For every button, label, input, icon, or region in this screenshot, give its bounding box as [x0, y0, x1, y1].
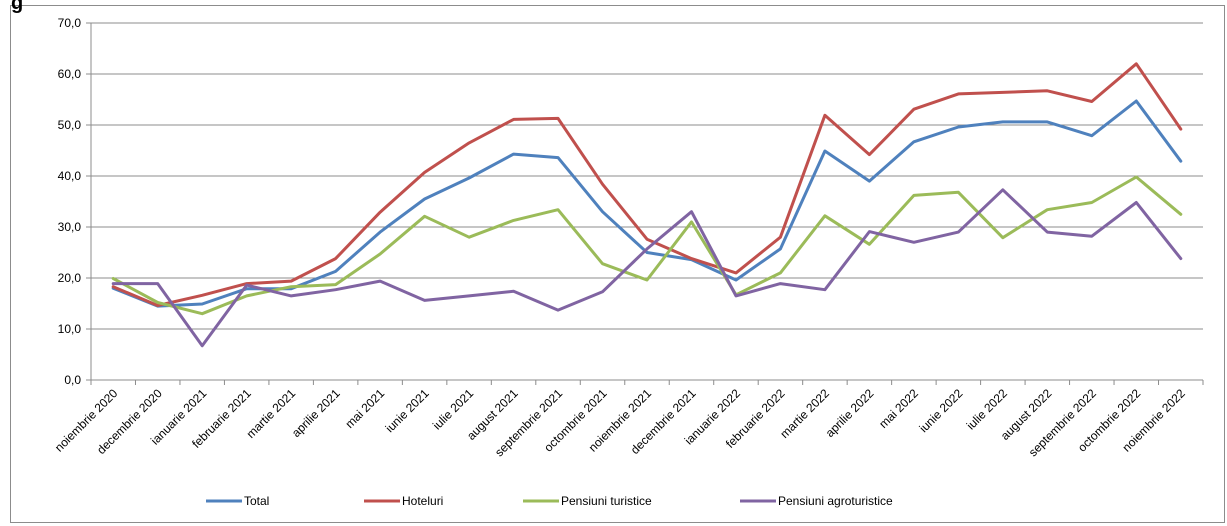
y-tick-labels: 0,0 10,0 20,0 30,0 40,0 50,0 60,0 70,0 — [58, 16, 82, 387]
x-tick-label: iunie 2021 — [383, 386, 432, 435]
x-tick-label: mai 2021 — [342, 386, 387, 431]
y-tick-label: 60,0 — [58, 67, 82, 81]
axes — [86, 22, 1204, 385]
series-lines — [111, 62, 1183, 348]
series-line-total — [111, 99, 1183, 308]
legend-label-total: Total — [244, 494, 269, 508]
x-tick-label: iunie 2022 — [916, 386, 965, 435]
legend-label-hoteluri: Hoteluri — [402, 494, 443, 508]
clipped-title-fragment: g — [11, 0, 24, 14]
series-line-pensiuni-turistice — [111, 175, 1183, 316]
y-tick-label: 0,0 — [64, 373, 81, 387]
series-line-hoteluri — [111, 62, 1183, 307]
legend-label-pensiuni-agroturistice: Pensiuni agroturistice — [778, 494, 893, 508]
x-tick-label: mai 2022 — [876, 386, 921, 431]
chart-frame: g 0,0 10,0 20,0 30,0 40,0 50,0 60,0 70,0 noiemb… — [10, 0, 1225, 523]
x-tick-label: aprilie 2021 — [289, 386, 343, 440]
x-tick-label: iulie 2022 — [964, 386, 1010, 432]
legend: Total Hoteluri Pensiuni turistice Pensiuni … — [206, 494, 893, 508]
y-tick-label: 40,0 — [58, 169, 82, 183]
x-tick-label: aprilie 2022 — [823, 386, 877, 440]
y-tick-label: 70,0 — [58, 16, 82, 30]
legend-label-pensiuni-turistice: Pensiuni turistice — [561, 494, 652, 508]
y-tick-label: 30,0 — [58, 220, 82, 234]
y-tick-label: 20,0 — [58, 271, 82, 285]
series-line-pensiuni-agroturistice — [111, 188, 1183, 348]
line-chart: 0,0 10,0 20,0 30,0 40,0 50,0 60,0 70,0 noiembri… — [52, 16, 1204, 508]
y-tick-label: 10,0 — [58, 322, 82, 336]
y-tick-label: 50,0 — [58, 118, 82, 132]
x-tick-label: iulie 2021 — [430, 386, 476, 432]
